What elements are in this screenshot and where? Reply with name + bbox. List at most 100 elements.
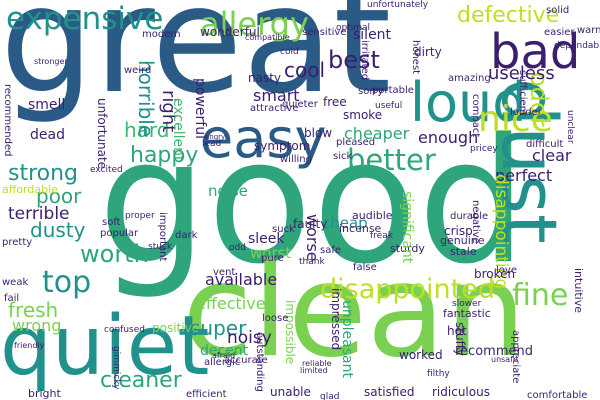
word-bad: bad — [490, 24, 581, 80]
word-excellent: excellent — [170, 98, 186, 162]
word-happy: happy — [130, 143, 199, 168]
word-super: super — [190, 316, 247, 340]
word-sleek: sleek — [248, 231, 285, 247]
word-compatible: compatible — [245, 33, 290, 42]
word-slower: slower — [452, 299, 482, 309]
word-wrong: wrong — [12, 316, 62, 335]
word-recommended: recommended — [2, 84, 13, 157]
word-fresh: fresh — [8, 298, 59, 322]
word-impossible: impossible — [283, 300, 297, 365]
word-significant: significant — [399, 191, 415, 264]
word-allergy: allergy — [200, 5, 309, 43]
word-clean: clean — [182, 237, 527, 386]
word-wonderful: wonderful — [200, 25, 260, 39]
word-easy: easy — [200, 107, 327, 170]
word-pretty: pretty — [2, 237, 33, 248]
word-worked: worked — [399, 348, 443, 362]
word-hot: hot — [447, 324, 467, 338]
word-fantastic: fantastic — [443, 307, 491, 320]
word-cool: cool — [284, 58, 326, 82]
word-stale: stale — [450, 245, 477, 258]
word-fine: fine — [512, 278, 569, 313]
word-stuck: stuck — [148, 242, 173, 252]
word-worth: worth — [80, 240, 149, 268]
word-false: false — [353, 262, 377, 273]
word-available: available — [205, 270, 278, 289]
word-genuine: genuine — [440, 234, 485, 247]
word-vent: vent — [213, 267, 236, 278]
word-worst: worst — [250, 244, 292, 262]
word-effective: effective — [196, 294, 266, 313]
word-compact: compact — [470, 94, 481, 138]
word-efficient: efficient — [186, 389, 227, 400]
word-useless: useless — [488, 63, 555, 84]
word-warm: warm — [577, 25, 600, 36]
word-positive: positive — [152, 321, 200, 335]
word-willing: willing — [280, 154, 312, 165]
word-clear: clear — [532, 146, 572, 165]
word-popular: popular — [100, 228, 139, 239]
word-angry: angry — [205, 133, 226, 141]
word-comfortable: comfortable — [527, 390, 588, 400]
word-intuitive: intuitive — [572, 268, 585, 314]
word-pleased: pleased — [336, 137, 376, 148]
word-important: important — [157, 212, 168, 262]
word-free: free — [323, 95, 347, 109]
word-dependable: dependable — [554, 41, 600, 51]
word-quiet: quiet — [0, 299, 210, 394]
word-suck: suck — [272, 224, 295, 235]
word-solid: solid — [546, 5, 570, 16]
word-unable: unable — [270, 385, 311, 399]
word-audible: audible — [352, 209, 393, 222]
word-odd: odd — [229, 243, 246, 253]
word-unclear: unclear — [565, 110, 575, 144]
word-proper: proper — [125, 211, 155, 221]
word-strong: strong — [8, 161, 79, 186]
word-unsafe: unsafe — [491, 355, 518, 364]
word-difficult: difficult — [526, 139, 564, 150]
word-top: top — [42, 265, 92, 300]
word-safe: safe — [320, 245, 342, 256]
word-limited: limited — [300, 366, 328, 375]
word-durable: durable — [450, 211, 489, 222]
word-smoke: smoke — [343, 108, 383, 122]
word-smart: smart — [253, 86, 300, 105]
word-broken: broken — [474, 267, 516, 281]
word-friendly: friendly — [14, 341, 45, 350]
word-symptom: symptom — [254, 139, 311, 153]
word-ridiculous: ridiculous — [432, 385, 490, 399]
word-silent: silent — [353, 27, 392, 43]
word-sorry: sorry — [358, 86, 384, 97]
word-cleaner: cleaner — [100, 368, 182, 393]
word-best: best — [328, 46, 380, 74]
word-decent: decent — [200, 343, 249, 359]
word-gimmicky: gimmicky — [111, 346, 121, 390]
word-loose: loose — [262, 313, 289, 324]
word-good: good — [98, 101, 527, 302]
word-optimal: optimal — [336, 23, 371, 33]
word-nasty: nasty — [248, 71, 282, 85]
word-weak: weak — [2, 277, 29, 288]
word-love: love — [496, 265, 517, 276]
word-unfortunate: unfortunate — [95, 98, 109, 170]
word-crisp: crisp — [444, 224, 473, 238]
word-powerful: powerful — [192, 78, 208, 139]
word-impressed: impressed — [329, 288, 343, 351]
word-lead: lead — [202, 139, 222, 149]
word-stronger: stronger — [34, 57, 68, 66]
word-reliable: reliable — [302, 359, 332, 368]
word-disappointed: disappointed — [320, 274, 495, 305]
word-easier: easier — [544, 27, 575, 38]
word-sick: sick — [333, 151, 353, 162]
word-pricey: pricey — [470, 144, 498, 154]
word-noisy: noisy — [227, 328, 272, 348]
word-hard: hard — [124, 118, 170, 142]
word-excited: excited — [90, 165, 123, 175]
word-dead: dead — [30, 127, 65, 143]
word-unfortunately: unfortunately — [367, 0, 429, 10]
word-cold: cold — [280, 47, 299, 57]
word-affordable: affordable — [2, 183, 58, 196]
word-dirty: dirty — [414, 45, 442, 59]
word-honest: honest — [410, 40, 421, 75]
word-defective: defective — [457, 3, 560, 28]
